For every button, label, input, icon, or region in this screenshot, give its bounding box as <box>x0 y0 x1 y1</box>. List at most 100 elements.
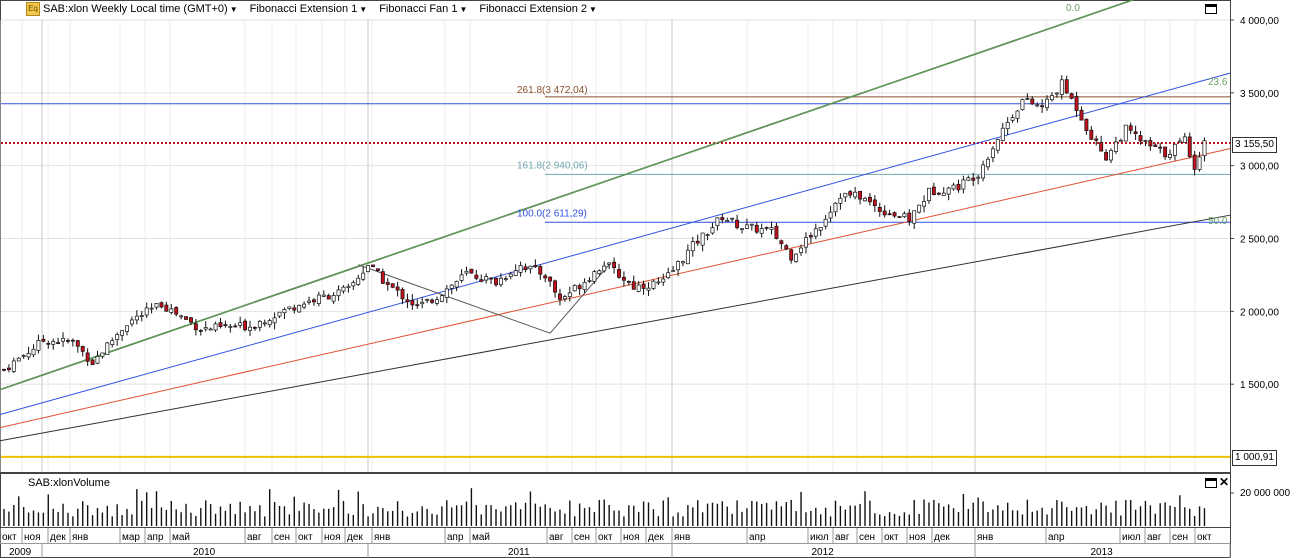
candle-body <box>80 346 85 352</box>
month-label: апр <box>447 532 464 543</box>
fib-label-161-8: 161.8(2 940,06) <box>517 160 588 171</box>
candle-body <box>184 316 188 320</box>
month-label: ноя <box>623 532 640 543</box>
fib-label-261-8: 261.8(3 472,04) <box>517 85 588 96</box>
fib-extension-1-menu[interactable]: Fibonacci Extension 1 ▼ <box>250 3 368 15</box>
candle-body <box>981 164 986 179</box>
candle-body <box>553 280 557 293</box>
candle-body <box>395 286 400 291</box>
candle-body <box>366 265 371 272</box>
candle-body <box>1202 140 1207 157</box>
symbol-menu[interactable]: SAB:xlon Weekly Local time (GMT+0) ▼ <box>43 3 238 15</box>
candle-body <box>498 277 503 286</box>
candle-body <box>917 204 922 213</box>
candle-body <box>966 177 971 181</box>
candle-body <box>990 148 995 158</box>
month-label: окт <box>1197 532 1212 543</box>
candle-body <box>6 367 11 370</box>
candle-body <box>474 274 479 279</box>
candle-body <box>139 315 144 317</box>
month-label: янв <box>674 532 690 543</box>
candle-body <box>189 317 193 323</box>
candle-body <box>1118 139 1123 142</box>
month-label: июл <box>810 532 829 543</box>
candle-body <box>617 269 621 278</box>
candle-body <box>144 307 149 316</box>
candle-body <box>602 265 607 272</box>
candle-body <box>16 357 21 362</box>
candle-body <box>375 268 380 271</box>
candle-body <box>248 326 252 331</box>
candle-body <box>794 253 799 263</box>
candle-body <box>21 355 26 357</box>
candle-body <box>405 299 410 303</box>
candle-body <box>853 191 858 198</box>
candle-body <box>833 202 838 213</box>
candle-body <box>420 301 425 305</box>
candle-body <box>769 227 774 230</box>
candle-body <box>946 187 951 195</box>
candle-body <box>36 340 41 351</box>
candle-body <box>1054 92 1059 95</box>
candle-body <box>518 265 523 273</box>
candle-body <box>469 268 474 274</box>
month-label: дек <box>347 532 363 543</box>
last-price-box: 3 155,50 <box>1232 137 1277 153</box>
candle-body <box>936 192 941 195</box>
candle-body <box>228 326 233 328</box>
candle-body <box>548 276 553 282</box>
candle-body <box>435 299 439 304</box>
candle-body <box>735 219 740 229</box>
candle-body <box>1045 98 1049 109</box>
candle-body <box>61 337 65 342</box>
candle-body <box>607 262 612 265</box>
candle-body <box>858 190 863 200</box>
candle-body <box>799 247 803 253</box>
candle-body <box>695 240 700 244</box>
candle-body <box>922 201 926 207</box>
candle-body <box>95 356 100 364</box>
candle-body <box>681 261 685 264</box>
month-label: дек <box>934 532 950 543</box>
month-label: сен <box>859 532 875 543</box>
volume-pane-frame <box>0 473 1231 528</box>
candle-body <box>1128 125 1133 131</box>
volume-series <box>3 488 1206 526</box>
candle-body <box>400 289 405 300</box>
month-label: апр <box>147 532 164 543</box>
candle-body <box>410 300 415 306</box>
candle-body <box>538 266 543 275</box>
month-label: авг <box>835 532 850 543</box>
candle-body <box>612 261 617 269</box>
candle-body <box>661 278 666 283</box>
candle-body <box>85 352 90 362</box>
month-label: апр <box>1048 532 1065 543</box>
candle-body <box>621 276 626 281</box>
fan-line-38-2 <box>0 148 1231 429</box>
candle-body <box>1079 109 1084 121</box>
candle-body <box>626 281 631 283</box>
fib-extension-2-menu[interactable]: Fibonacci Extension 2 ▼ <box>479 3 597 15</box>
month-label: окт <box>598 532 613 543</box>
chevron-down-icon: ▼ <box>359 4 368 14</box>
candle-body <box>1084 118 1089 132</box>
year-label: 2013 <box>1091 547 1114 558</box>
fib-fan-1-menu[interactable]: Fibonacci Fan 1 ▼ <box>379 3 467 15</box>
candle-body <box>1050 95 1054 101</box>
chart-app-icon[interactable]: Eq <box>26 2 40 16</box>
candle-body <box>1015 110 1020 119</box>
close-volume-pane-icon[interactable]: ✕ <box>1219 475 1230 489</box>
month-label: сен <box>574 532 590 543</box>
maximize-volume-pane-button[interactable] <box>1205 478 1217 488</box>
candle-body <box>1010 117 1015 121</box>
price-tick-label: 2 000,00 <box>1240 307 1279 318</box>
candle-body <box>326 295 331 300</box>
candle-body <box>346 285 351 288</box>
maximize-price-pane-button[interactable] <box>1205 4 1217 14</box>
candle-body <box>1173 143 1177 156</box>
month-label: окт <box>884 532 899 543</box>
candle-body <box>1133 131 1138 134</box>
candle-body <box>26 352 31 358</box>
candle-body <box>321 294 326 297</box>
candle-body <box>169 308 174 313</box>
